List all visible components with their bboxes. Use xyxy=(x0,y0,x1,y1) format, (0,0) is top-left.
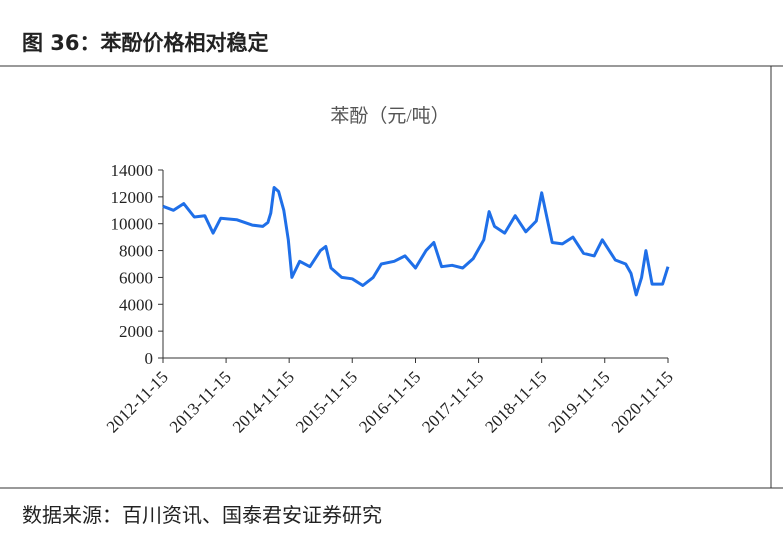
x-tick-label: 2019-11-15 xyxy=(544,367,613,436)
x-tick-label: 2015-11-15 xyxy=(292,367,361,436)
y-tick-label: 8000 xyxy=(119,242,153,261)
x-tick-label: 2013-11-15 xyxy=(166,367,235,436)
x-tick-label: 2020-11-15 xyxy=(608,367,677,436)
x-tick-label: 2014-11-15 xyxy=(229,367,298,436)
y-tick-label: 10000 xyxy=(111,215,154,234)
y-tick-label: 2000 xyxy=(119,322,153,341)
x-tick-label: 2012-11-15 xyxy=(103,367,172,436)
y-tick-label: 6000 xyxy=(119,268,153,287)
price-line xyxy=(162,186,670,297)
y-tick-label: 12000 xyxy=(111,188,154,207)
y-tick-label: 14000 xyxy=(111,161,154,180)
y-tick-label: 4000 xyxy=(119,295,153,314)
chart-title: 苯酚（元/吨） xyxy=(330,105,449,127)
x-tick-label: 2016-11-15 xyxy=(355,367,424,436)
figure-title: 图 36：苯酚价格相对稳定 xyxy=(22,31,269,55)
source: 数据来源：百川资讯、国泰君安证券研究 xyxy=(22,503,382,527)
x-tick-label: 2018-11-15 xyxy=(481,367,550,436)
y-tick-label: 0 xyxy=(145,349,154,368)
x-tick-label: 2017-11-15 xyxy=(418,367,487,436)
